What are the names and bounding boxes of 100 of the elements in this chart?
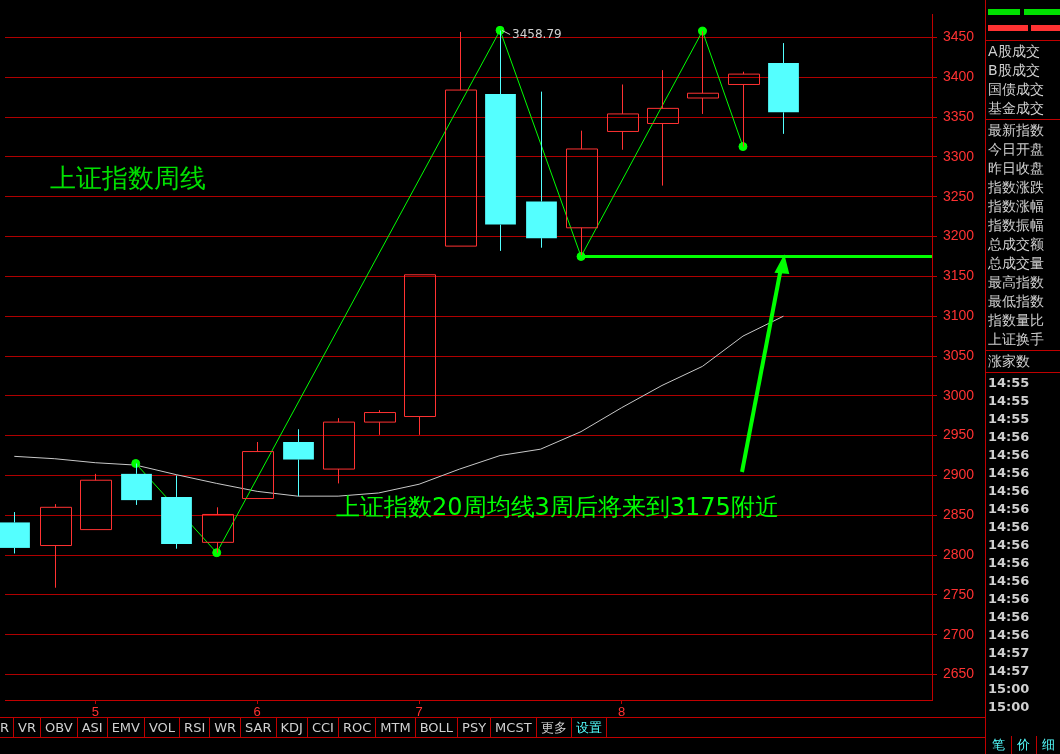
text: CCI bbox=[307, 718, 339, 737]
candlestick bbox=[445, 31, 477, 247]
y-tick-label: 2850 bbox=[943, 506, 975, 523]
text: 14:56 bbox=[988, 554, 1030, 572]
y-tick-label: 2650 bbox=[943, 665, 975, 682]
candlestick bbox=[0, 511, 30, 554]
text: WR bbox=[210, 718, 242, 737]
text: 14:55 bbox=[988, 374, 1030, 392]
text: OBV bbox=[40, 718, 78, 737]
annotation: 上证指数20周均线3周后将来到3175附近 bbox=[336, 493, 779, 522]
x-tick-label: 7 bbox=[415, 704, 423, 720]
point bbox=[212, 548, 222, 558]
y-tick-label: 2750 bbox=[943, 585, 975, 602]
text: KDJ bbox=[276, 718, 308, 737]
text: 总成交量 bbox=[988, 254, 1044, 272]
text: 14:57 bbox=[988, 662, 1030, 680]
text: A股成交 bbox=[988, 42, 1040, 60]
candlestick bbox=[607, 83, 639, 151]
text: MTM bbox=[376, 718, 416, 737]
text: 14:56 bbox=[988, 482, 1030, 500]
x-tick-label: 5 bbox=[91, 704, 99, 720]
y-tick-label: 2800 bbox=[943, 545, 975, 562]
text: 昨日收盘 bbox=[988, 159, 1044, 177]
text: 最高指数 bbox=[988, 273, 1044, 291]
text: ASI bbox=[77, 718, 108, 737]
text: 14:56 bbox=[988, 608, 1030, 626]
text: VR bbox=[14, 718, 41, 737]
y-tick-label: 2950 bbox=[943, 426, 975, 443]
text: 14:55 bbox=[988, 410, 1030, 428]
y-tick-label: 3200 bbox=[943, 227, 975, 244]
text: 今日开盘 bbox=[988, 140, 1044, 158]
text: 最新指数 bbox=[988, 121, 1044, 139]
text: 最低指数 bbox=[988, 292, 1044, 310]
text: 14:56 bbox=[988, 590, 1030, 608]
x-tick-label: 6 bbox=[253, 704, 261, 720]
text: RSI bbox=[180, 718, 211, 737]
text: EMV bbox=[107, 718, 145, 737]
text: 指数涨幅 bbox=[988, 197, 1044, 215]
candlestick bbox=[80, 473, 112, 531]
text: 14:56 bbox=[988, 518, 1030, 536]
text: 国债成交 bbox=[988, 80, 1044, 98]
text: 14:56 bbox=[988, 500, 1030, 518]
point bbox=[495, 25, 505, 35]
candlestick bbox=[40, 503, 72, 589]
point bbox=[738, 142, 748, 152]
x-tick-label: 8 bbox=[617, 704, 626, 720]
y-tick-label: 3050 bbox=[943, 346, 975, 363]
text: 上证指数周线 bbox=[50, 162, 206, 193]
text: 指数振幅 bbox=[988, 216, 1044, 234]
text: 14:56 bbox=[988, 536, 1030, 554]
text: 14:56 bbox=[988, 572, 1030, 590]
text: BOLL bbox=[415, 718, 459, 737]
y-tick-label: 3100 bbox=[943, 307, 975, 324]
y-tick-label: 3300 bbox=[943, 147, 975, 164]
text: SAR bbox=[241, 718, 277, 737]
y-tick-label: 2900 bbox=[943, 466, 975, 483]
candlestick bbox=[364, 409, 396, 436]
candlestick bbox=[526, 91, 557, 249]
text: ROC bbox=[338, 718, 377, 737]
text: 14:57 bbox=[988, 644, 1030, 662]
y-tick-label: 2700 bbox=[943, 625, 975, 642]
candlestick bbox=[768, 42, 799, 135]
y-tick-label: 3400 bbox=[943, 68, 975, 85]
annotation: 3458.79 bbox=[512, 26, 562, 41]
text: 15:00 bbox=[988, 698, 1030, 716]
candlestick bbox=[242, 441, 274, 500]
y-tick-label: 3000 bbox=[943, 386, 975, 403]
text: 14:55 bbox=[988, 392, 1030, 410]
text: 指数涨跌 bbox=[988, 178, 1044, 196]
text: 更多 bbox=[536, 718, 572, 737]
text: VOL bbox=[144, 718, 181, 737]
text: 基金成交 bbox=[988, 99, 1044, 117]
point bbox=[131, 459, 141, 468]
text: 设置 bbox=[571, 718, 607, 737]
text: 指数量比 bbox=[988, 311, 1044, 329]
text: PSY bbox=[458, 718, 492, 737]
text: 14:56 bbox=[988, 626, 1030, 644]
text: 价 bbox=[1011, 736, 1037, 754]
candlestick bbox=[647, 69, 679, 187]
text: 14:56 bbox=[988, 428, 1030, 446]
candlestick bbox=[283, 428, 314, 497]
text: 细 bbox=[1036, 736, 1060, 754]
text: 涨家数 bbox=[988, 352, 1030, 370]
point bbox=[697, 26, 707, 36]
candlestick bbox=[404, 274, 436, 436]
y-tick-label: 3250 bbox=[943, 187, 975, 204]
text: 总成交额 bbox=[988, 235, 1044, 253]
text: 14:56 bbox=[988, 446, 1030, 464]
text: 14:56 bbox=[988, 464, 1030, 482]
y-tick-label: 3450 bbox=[943, 28, 975, 45]
y-tick-label: 3150 bbox=[943, 267, 975, 284]
text: B股成交 bbox=[988, 61, 1040, 79]
y-tick-label: 3350 bbox=[943, 107, 975, 124]
text: 笔 bbox=[986, 736, 1012, 754]
text: R bbox=[0, 718, 15, 737]
text: 15:00 bbox=[988, 680, 1030, 698]
candlestick bbox=[323, 417, 355, 484]
text: 上证换手 bbox=[988, 330, 1044, 348]
candlestick bbox=[161, 474, 192, 550]
text: MCST bbox=[491, 718, 537, 737]
